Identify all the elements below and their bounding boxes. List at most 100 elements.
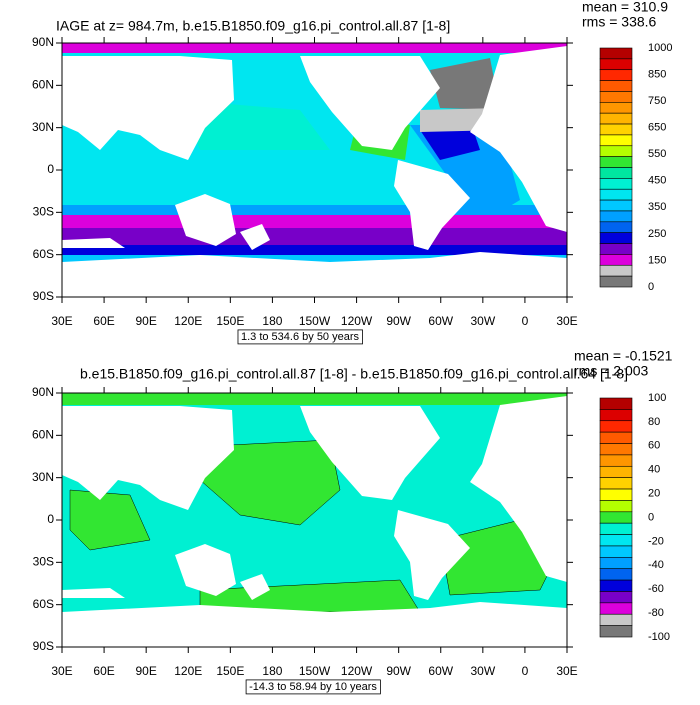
map-title: b.e15.B1850.f09_g16.pi_control.all.87 [1… — [80, 366, 628, 382]
sea-ice — [430, 58, 500, 110]
lon-label: 120E — [174, 664, 202, 678]
lat-label: 60S — [33, 597, 54, 611]
colorbar-box — [599, 409, 633, 422]
lon-label: 180 — [262, 664, 282, 678]
lon-label: 30E — [51, 664, 72, 678]
colorbar-box — [599, 431, 633, 444]
colorbar-label: 0 — [648, 281, 654, 293]
lon-label: 90W — [386, 664, 411, 678]
colorbar-box — [599, 199, 633, 212]
lat-label: 90S — [33, 639, 54, 653]
info-label: -14.3 to 58.94 by 10 years — [249, 681, 377, 693]
colorbar-label: -20 — [648, 535, 664, 547]
colorbar-box — [599, 145, 633, 157]
colorbar-label: 0 — [648, 511, 654, 523]
colorbar-box — [599, 178, 633, 190]
colorbar-box — [599, 264, 633, 277]
colorbar-label: 750 — [648, 95, 666, 107]
colorbar-box — [599, 500, 633, 513]
stat: rms = 2.003 — [574, 363, 649, 379]
colorbar-box — [599, 602, 633, 615]
colorbar-label: 150 — [648, 254, 666, 266]
colorbar-box — [599, 511, 633, 524]
colorbar-box — [599, 80, 633, 92]
lat-label: 0 — [47, 512, 54, 526]
colorbar-box — [599, 69, 633, 81]
colorbar-box — [599, 454, 633, 467]
colorbar-box — [599, 477, 633, 490]
colorbar-box — [599, 275, 633, 288]
map-title: IAGE at z= 984.7m, b.e15.B1850.f09_g16.p… — [56, 18, 450, 34]
lon-label: 90E — [135, 314, 156, 328]
lon-label: 30W — [470, 314, 495, 328]
colorbar-label: 550 — [648, 148, 666, 160]
colorbar-label: 450 — [648, 175, 666, 187]
colorbar-box — [599, 210, 633, 223]
colorbar-box — [599, 188, 633, 201]
colorbar-box — [599, 243, 633, 255]
colorbar-box — [599, 443, 633, 456]
colorbar-label: 850 — [648, 68, 666, 80]
colorbar-box — [599, 102, 633, 114]
lon-label: 90E — [135, 664, 156, 678]
lon-label: 60E — [93, 664, 114, 678]
lon-label: 180 — [262, 314, 282, 328]
lon-label: 150E — [216, 314, 244, 328]
colorbar-label: 40 — [648, 464, 660, 476]
lon-label: 150E — [216, 664, 244, 678]
colorbar-label: 20 — [648, 488, 660, 500]
colorbar-box — [599, 58, 633, 71]
lon-label: 120W — [341, 664, 373, 678]
colorbar-box — [599, 579, 633, 592]
lat-label: 90N — [32, 35, 54, 49]
colorbar-box — [599, 156, 633, 168]
lon-label: 150W — [299, 664, 331, 678]
colorbar-box — [599, 545, 633, 558]
colorbar-box — [599, 591, 633, 604]
colorbar-box — [599, 221, 633, 233]
info-box — [237, 329, 363, 345]
colorbar-box — [599, 167, 633, 179]
colorbar-box — [599, 557, 633, 570]
colorbar-box — [599, 625, 633, 638]
lon-label: 60E — [93, 314, 114, 328]
lon-label: 30E — [556, 664, 577, 678]
ocean-band — [62, 393, 567, 405]
info-box — [245, 679, 381, 695]
map — [61, 42, 568, 298]
colorbar-box — [599, 420, 633, 433]
lon-label: 60W — [428, 664, 453, 678]
info-label: 1.3 to 534.6 by 50 years — [241, 331, 360, 343]
lon-label: 30E — [556, 314, 577, 328]
stat: mean = 310.9 — [582, 0, 668, 15]
colorbar-label: -100 — [648, 631, 670, 643]
lon-label: 30W — [470, 664, 495, 678]
map — [61, 392, 568, 648]
colorbar-label: -60 — [648, 583, 664, 595]
lon-label: 90W — [386, 314, 411, 328]
lat-label: 30S — [33, 205, 54, 219]
ocean-band — [62, 245, 567, 257]
lat-label: 30N — [32, 470, 54, 484]
lon-label: 120E — [174, 314, 202, 328]
lat-label: 0 — [47, 162, 54, 176]
colorbar-box — [599, 522, 633, 535]
lon-label: 30E — [51, 314, 72, 328]
lon-label: 0 — [522, 664, 529, 678]
colorbar-label: -80 — [648, 607, 664, 619]
colorbar-label: 100 — [648, 392, 666, 404]
lat-label: 90S — [33, 289, 54, 303]
colorbar-label: 60 — [648, 440, 660, 452]
lat-label: 60N — [32, 428, 54, 442]
lon-label: 120W — [341, 314, 373, 328]
colorbar-label: 80 — [648, 416, 660, 428]
colorbar-label: -40 — [648, 559, 664, 571]
lon-label: 60W — [428, 314, 453, 328]
colorbar-box — [599, 534, 633, 547]
colorbar-box — [599, 123, 633, 136]
colorbar-box — [599, 397, 633, 410]
lat-label: 60S — [33, 247, 54, 261]
lat-label: 60N — [32, 78, 54, 92]
colorbar-label: 650 — [648, 122, 666, 134]
